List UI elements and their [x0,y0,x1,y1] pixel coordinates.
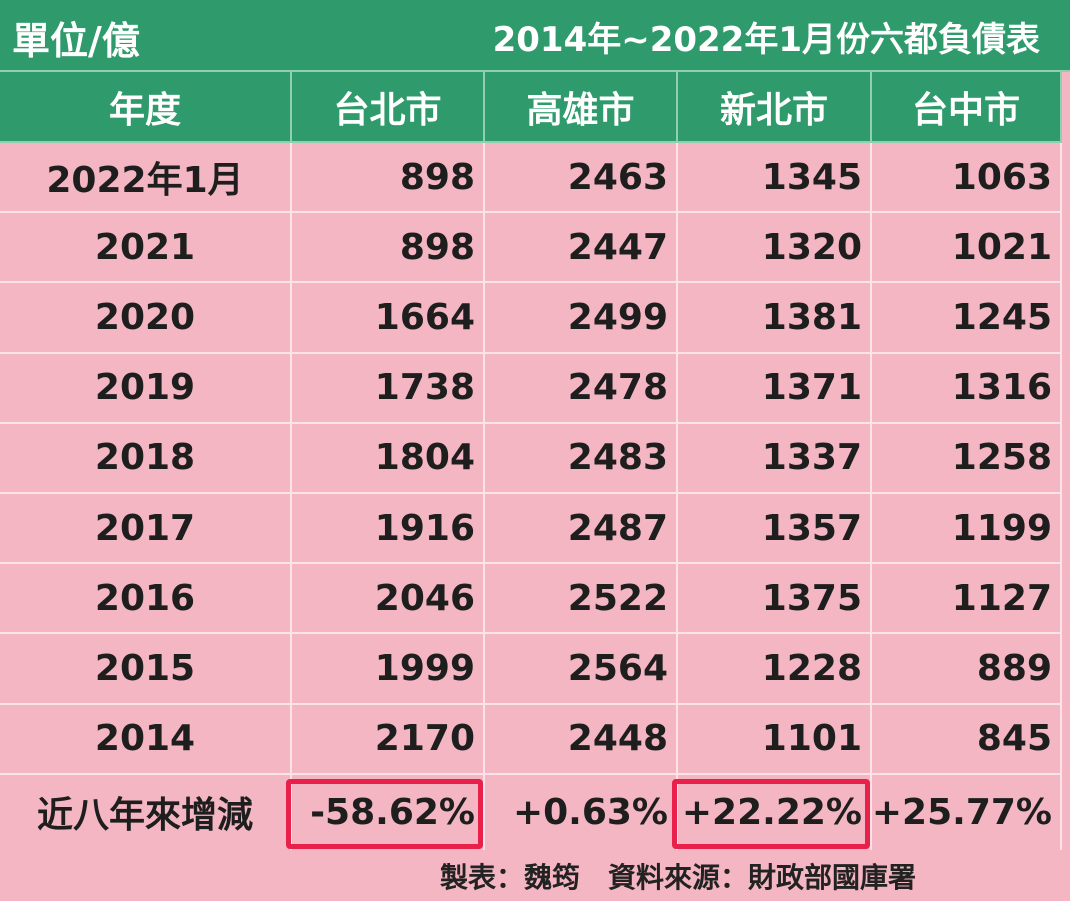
value-cell: 1375 [678,564,872,635]
year-cell: 2020 [0,283,292,354]
change-cell: +22.22% [678,774,872,850]
highlight-box [672,778,870,849]
value-cell: 1337 [678,423,872,494]
value-cell: 1320 [678,213,872,284]
value-cell: 898 [292,143,485,214]
value-cell: 845 [872,704,1062,775]
footer: 製表：魏筠 資料來源：財政部國庫署 [440,861,917,894]
column-header: 年度 [0,72,292,143]
year-cell: 2014 [0,704,292,775]
value-cell: 2463 [485,143,678,214]
year-cell: 2022年1月 [0,143,292,214]
value-cell: 2487 [485,494,678,565]
column-header: 新北市 [678,72,872,143]
change-cell: +25.77% [872,774,1062,850]
value-cell: 2564 [485,634,678,705]
year-cell: 2019 [0,353,292,424]
value-cell: 2478 [485,353,678,424]
value-cell: 1381 [678,283,872,354]
value-cell: 2170 [292,704,485,775]
change-cell: -58.62% [292,774,485,850]
year-cell: 2018 [0,423,292,494]
year-cell: 2017 [0,494,292,565]
year-cell: 2021 [0,213,292,284]
value-cell: 1258 [872,423,1062,494]
value-cell: 1357 [678,494,872,565]
value-cell: 889 [872,634,1062,705]
unit: 單位/億 [12,19,140,63]
value-cell: 1916 [292,494,485,565]
value-cell: 1021 [872,213,1062,284]
value-cell: 1101 [678,704,872,775]
value-cell: 898 [292,213,485,284]
change-cell: +0.63% [485,774,678,850]
value-cell: 2447 [485,213,678,284]
value-cell: 2448 [485,704,678,775]
value-cell: 1245 [872,283,1062,354]
value-cell: 2046 [292,564,485,635]
year-cell: 2015 [0,634,292,705]
value-cell: 1316 [872,353,1062,424]
value-cell: 2483 [485,423,678,494]
highlight-box [286,778,483,849]
value-cell: 1664 [292,283,485,354]
change-label: 近八年來增減 [0,774,292,850]
value-cell: 1199 [872,494,1062,565]
top-band [0,0,1070,72]
value-cell: 1228 [678,634,872,705]
year-cell: 2016 [0,564,292,635]
value-cell: 1371 [678,353,872,424]
value-cell: 1127 [872,564,1062,635]
value-cell: 1738 [292,353,485,424]
column-header: 高雄市 [485,72,678,143]
value-cell: 2522 [485,564,678,635]
value-cell: 1063 [872,143,1062,214]
value-cell: 1999 [292,634,485,705]
value-cell: 1345 [678,143,872,214]
value-cell: 1804 [292,423,485,494]
column-header: 台中市 [872,72,1062,143]
title: 2014年~2022年1月份六都負債表 [492,20,1040,60]
value-cell: 2499 [485,283,678,354]
column-header: 台北市 [292,72,485,143]
